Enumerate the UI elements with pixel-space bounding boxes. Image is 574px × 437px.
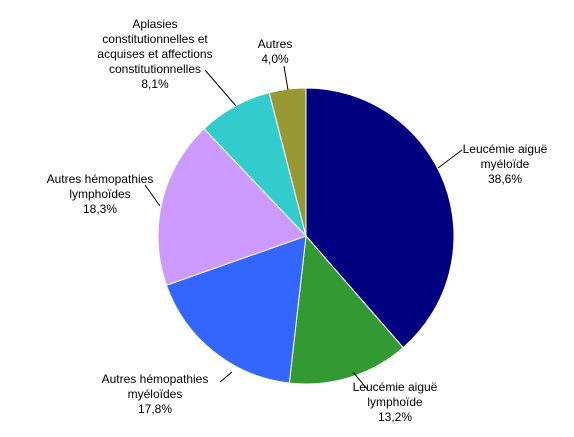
slice-label: Autres (258, 37, 293, 51)
pie-slice (165, 235, 307, 384)
slice-label: acquises et affections (97, 47, 212, 61)
value-label: 4,0% (261, 52, 289, 66)
slice-label: myéloïdes (128, 387, 183, 401)
slice-label: Leucémie aiguë (463, 142, 548, 156)
slice-label: lymphoïdes (69, 187, 130, 201)
leader-line (144, 184, 161, 207)
value-label: 38,6% (488, 172, 522, 186)
value-label: 18,3% (83, 202, 117, 216)
slice-label: lymphoïde (367, 395, 423, 409)
value-label: 8,1% (141, 77, 169, 91)
slice-label: constitutionnelles et (102, 32, 208, 46)
slice-label: constitutionnelles (109, 62, 201, 76)
leader-line (437, 149, 463, 169)
pie-slice (157, 128, 307, 286)
pie-slice (288, 234, 404, 385)
slice-label: Leucémie aiguë (353, 380, 438, 394)
value-label: 17,8% (138, 402, 172, 416)
slice-label: myéloïde (481, 157, 530, 171)
leader-line (283, 65, 289, 91)
leader-line (219, 371, 233, 383)
slice-label: Autres hémopathies (102, 372, 209, 386)
leader-line (352, 371, 369, 391)
value-label: 13,2% (378, 410, 412, 424)
pie-slice (305, 87, 455, 349)
slice-label: Aplasies (132, 17, 177, 31)
slice-label: Autres hémopathies (47, 172, 154, 186)
leader-line (204, 69, 237, 107)
